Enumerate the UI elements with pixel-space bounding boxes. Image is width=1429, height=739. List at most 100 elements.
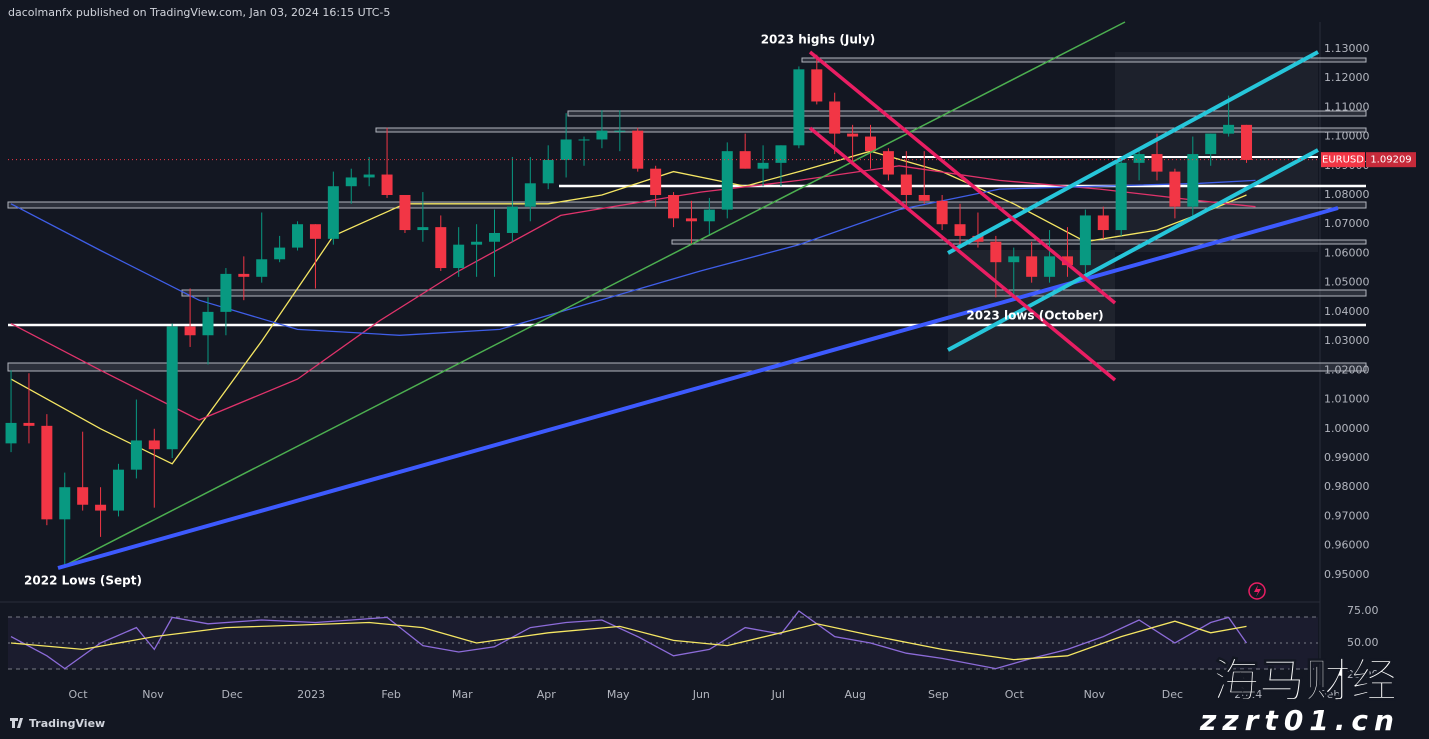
- watermark: zzrt01.cn: [1199, 704, 1400, 737]
- x-tick-label: Nov: [1084, 688, 1106, 701]
- candle-body: [292, 224, 304, 248]
- x-tick-label: Feb: [381, 688, 400, 701]
- candles: [5, 54, 1253, 567]
- alert-icon[interactable]: [1248, 582, 1266, 600]
- moving-average: [10, 179, 1256, 336]
- y-tick-label: 1.05000: [1324, 276, 1370, 289]
- symbol-label: EURUSD: [1322, 155, 1364, 166]
- candle-body: [166, 326, 178, 450]
- candle-body: [990, 241, 1002, 263]
- candle-body: [399, 194, 411, 231]
- x-tick-label: Apr: [537, 688, 557, 701]
- candle-body: [345, 177, 357, 187]
- candle-body: [471, 241, 483, 245]
- candle-body: [256, 259, 268, 277]
- candle-body: [435, 227, 447, 269]
- alert-bolt: [1254, 585, 1261, 597]
- candle-body: [453, 244, 465, 269]
- x-tick-label: Jul: [771, 688, 785, 701]
- x-tick-label: May: [607, 688, 630, 701]
- level-zone: [7, 362, 1367, 372]
- candle-body: [1115, 162, 1127, 231]
- candle-body: [1187, 154, 1199, 207]
- candle-body: [757, 162, 769, 169]
- candle-body: [1079, 215, 1091, 266]
- candle-body: [1026, 256, 1038, 277]
- candle-body: [865, 136, 877, 152]
- candle-body: [578, 139, 590, 141]
- shade: [1115, 52, 1318, 252]
- candle-body: [309, 224, 321, 239]
- y-tick-label: 0.98000: [1324, 480, 1370, 493]
- candle-body: [721, 151, 733, 210]
- annotation: 2023 highs (July): [761, 33, 876, 47]
- x-tick-label: Aug: [845, 688, 866, 701]
- candle-body: [900, 174, 912, 195]
- symbol-tag: [1321, 152, 1365, 168]
- candle-body: [685, 218, 697, 222]
- level-zone: [567, 110, 1367, 117]
- y-tick-label: 1.06000: [1324, 246, 1370, 259]
- y-tick-label: 1.12000: [1324, 71, 1370, 84]
- trendline: [59, 21, 1126, 569]
- candle-body: [1151, 154, 1163, 172]
- channel-line: [808, 126, 1117, 382]
- rsi-pane: [10, 610, 1248, 670]
- candle-body: [417, 227, 429, 231]
- y-tick-label: 0.99000: [1324, 451, 1370, 464]
- candle-body: [918, 194, 930, 201]
- candle-body: [488, 232, 500, 242]
- x-tick-label: Nov: [142, 688, 164, 701]
- channel-line: [947, 50, 1319, 255]
- candle-body: [184, 326, 196, 336]
- annotation: 2023 lows (October): [966, 309, 1103, 323]
- candle-body: [775, 145, 787, 163]
- last-price-label: 1.09209: [1370, 155, 1411, 166]
- candle-body: [1169, 171, 1181, 207]
- candle-body: [95, 504, 107, 511]
- candle-body: [614, 130, 626, 132]
- candle-body: [506, 206, 518, 233]
- candle-body: [811, 69, 823, 102]
- candle-body: [829, 101, 841, 134]
- candle-body: [327, 186, 339, 239]
- y-tick-label: 1.03000: [1324, 334, 1370, 347]
- x-tick-label: Feb: [1321, 688, 1340, 701]
- y-tick-label: 1.13000: [1324, 42, 1370, 55]
- rsi-line: [10, 620, 1247, 661]
- candle-body: [1061, 256, 1073, 266]
- annotation: 2022 Lows (Sept): [24, 574, 142, 588]
- channel-line: [808, 50, 1117, 305]
- y-tick-label: 75.00: [1347, 604, 1379, 617]
- moving-averages: [10, 150, 1256, 465]
- candle-body: [560, 139, 572, 160]
- candle-body: [59, 487, 71, 520]
- tv-logo: [10, 718, 23, 728]
- candle-body: [739, 151, 751, 169]
- candle-body: [936, 200, 948, 225]
- candle-body: [668, 194, 680, 219]
- level-zone: [7, 201, 1367, 209]
- candle-body: [596, 130, 608, 140]
- candle-body: [5, 422, 17, 444]
- y-tick-label: 1.11000: [1324, 100, 1370, 113]
- y-tick-label: 1.01000: [1324, 393, 1370, 406]
- candle-body: [1205, 133, 1217, 155]
- x-tick-label: Mar: [452, 688, 473, 701]
- y-tick-label: 50.00: [1347, 636, 1379, 649]
- rsi-line: [10, 610, 1248, 670]
- x-tick-label: Dec: [1162, 688, 1183, 701]
- x-tick-label: Oct: [1005, 688, 1025, 701]
- candle-body: [1097, 215, 1109, 231]
- candle-body: [130, 440, 142, 470]
- candle-body: [542, 159, 554, 184]
- channel-line: [947, 148, 1319, 352]
- x-tick-label: Dec: [222, 688, 243, 701]
- y-tick-label: 0.97000: [1324, 509, 1370, 522]
- watermark: 海马财经: [1213, 654, 1397, 708]
- candle-body: [220, 273, 232, 312]
- trendlines: [8, 21, 1339, 570]
- y-tick-label: 1.02000: [1324, 363, 1370, 376]
- trendline: [57, 206, 1339, 570]
